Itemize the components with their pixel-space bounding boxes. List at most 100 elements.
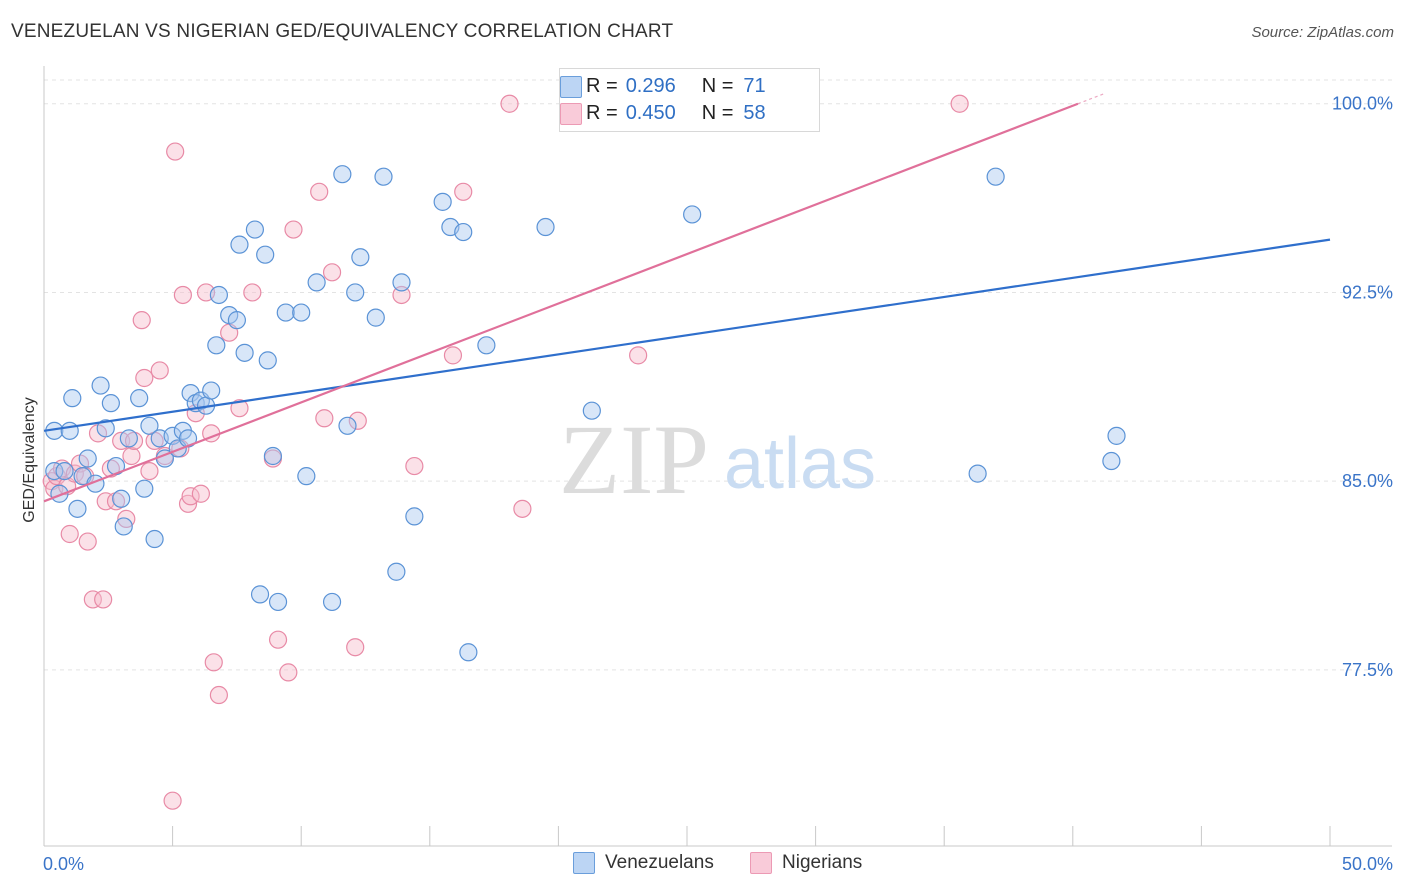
venezuelan-point [63,389,82,408]
venezuelan-point [387,562,406,581]
legend-r-value: 0.450 [625,101,676,124]
venezuelan-point [1102,451,1121,471]
y-tick-label: 92.5% [1342,282,1393,302]
nigerian-point [950,94,969,113]
nigerian-point [122,446,141,466]
bottom-legend-swatch-blue [573,852,595,874]
venezuelan-point [292,303,311,322]
venezuelan-point [202,381,221,400]
venezuelan-point [986,167,1005,186]
nigerian-point [315,409,334,428]
bottom-legend-venezuelans[interactable]: Venezuelans [573,852,714,874]
legend-r-label: R = [586,74,618,97]
venezuelan-point [140,416,159,435]
watermark-atlas: atlas [724,424,876,504]
venezuelan-point [78,449,97,468]
venezuelan-point [227,311,246,330]
venezuelan-point [207,336,226,355]
nigerian-point [230,399,249,418]
legend-row-nigerians: R = 0.450 N = 58 [560,100,766,126]
venezuelan-point [366,308,385,327]
bottom-legend-swatch-pink [750,852,772,874]
nigerian-point [166,142,185,161]
venezuelan-point [96,419,115,438]
nigerian-point [124,431,144,451]
nigerian-point [191,484,210,503]
venezuelan-point [968,464,987,483]
nigerian-point [405,456,424,476]
venezuelan-point [392,273,411,292]
venezuelan-point [338,416,357,435]
legend-r-label: R = [586,101,618,124]
venezuelan-point [683,205,702,224]
nigerian-point [346,638,365,657]
nigerian-point [268,630,288,649]
nigerian-point [78,532,97,551]
venezuelan-point [351,248,370,267]
venezuelan-point [459,643,478,662]
venezuelan-point [405,507,424,526]
venezuelan-point [130,389,149,408]
venezuelan-point [119,429,138,448]
venezuelan-point [112,489,131,508]
nigerian-point [173,285,192,305]
bottom-legend-nigerians[interactable]: Nigerians [750,852,862,874]
venezuelan-point [60,421,79,440]
nigerian-trend-line [43,102,1079,503]
venezuelan-point [68,499,87,518]
legend-n-label: N = [701,74,734,97]
nigerian-point [150,361,169,380]
nigerian-point [135,368,154,388]
venezuelan-point [346,283,365,302]
legend-swatch-blue [560,76,582,98]
trend-lines [43,93,1331,503]
venezuelan-point [582,401,601,420]
nigerian-point [500,94,519,113]
nigerian-point [204,653,223,672]
y-tick-label: 77.5% [1342,660,1393,680]
nigerian-point [629,346,648,365]
y-tick-label: 100.0% [1332,94,1393,114]
bottom-legend-label: Nigerians [782,852,863,873]
nigerian-point [83,590,102,609]
venezuelan-point [1107,426,1126,445]
venezuelan-point [477,336,496,355]
venezuelan-point [245,220,265,239]
venezuelan-point [145,529,164,549]
x-tick-label: 50.0% [1342,854,1393,874]
stats-legend: R = 0.296 N = 71 R = 0.450 N = 58 [559,68,820,132]
chart-source: Source: ZipAtlas.com [1251,24,1394,41]
nigerian-point [94,590,113,609]
venezuelan-point [307,273,326,292]
venezuelan-point [235,343,254,362]
legend-n-value: 71 [743,74,766,97]
venezuelan-point [536,217,555,237]
axes [43,66,1392,847]
venezuelan-point [135,479,154,498]
venezuelan-point [55,461,74,481]
nigerian-point [443,346,463,365]
nigerian-point [348,411,367,430]
y-axis-label: GED/Equivalency [21,397,38,523]
venezuelan-point [230,235,249,254]
legend-swatch-pink [560,103,582,125]
nigerian-point [209,685,228,705]
x-tick-label: 0.0% [43,854,84,874]
tick-labels: 77.5% 85.0% 92.5% 100.0% 0.0% 50.0% [43,94,1393,874]
venezuelan-point [263,446,283,466]
venezuelan-point [454,222,473,242]
nigerian-point [60,524,79,544]
legend-n-value: 58 [743,101,766,124]
legend-n-label: N = [701,101,734,124]
venezuelan-point [91,376,110,395]
nigerian-point [454,182,473,201]
grid-lines [44,79,1392,671]
bottom-legend-label: Venezuelans [605,852,714,873]
venezuelan-point [433,192,452,211]
legend-r-value: 0.296 [625,74,676,97]
nigerian-point [163,791,182,810]
nigerian-point [132,311,151,330]
venezuelan-point [101,394,120,413]
data-points [42,94,1126,810]
